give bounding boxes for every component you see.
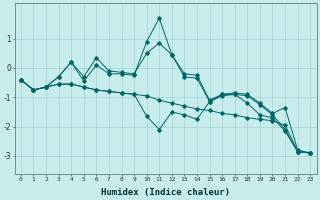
X-axis label: Humidex (Indice chaleur): Humidex (Indice chaleur) bbox=[101, 188, 230, 197]
